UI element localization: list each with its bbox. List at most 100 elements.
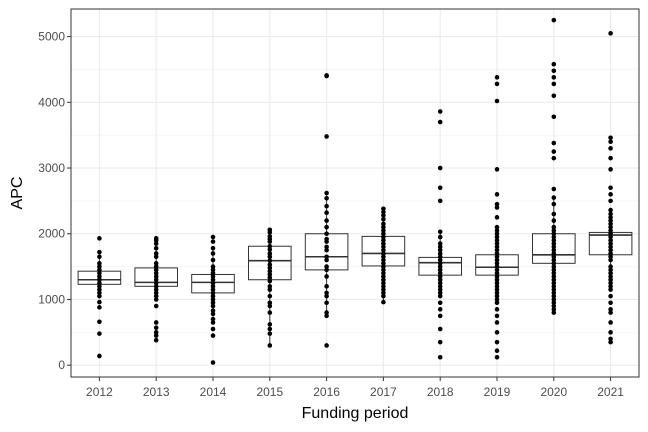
data-point [97,331,102,336]
data-point [494,300,500,306]
data-point [97,284,102,289]
data-point [551,238,557,243]
data-point [608,167,613,172]
data-point [551,293,557,299]
data-point [437,234,443,240]
data-point [608,244,613,250]
data-point [210,274,216,279]
data-point [551,270,557,276]
data-point [437,257,443,263]
data-point [494,167,500,172]
data-point [551,195,557,200]
data-point [210,257,216,263]
data-point [267,262,273,267]
data-point [381,241,386,246]
data-point [97,290,102,296]
data-point [551,251,557,256]
data-point [551,155,557,161]
data-point [210,320,216,325]
data-point [153,264,159,269]
data-point [267,284,273,289]
data-point [210,297,216,302]
data-point [551,231,557,237]
data-point [97,236,102,241]
data-point [210,234,216,240]
data-point [437,280,443,286]
data-point [153,337,159,343]
data-point [210,270,216,276]
data-point [437,267,443,273]
data-point [210,333,216,338]
data-point [437,254,443,260]
data-point [324,254,329,260]
data-point [551,247,557,253]
data-point [153,241,159,246]
y-tick-label: 1000 [38,292,65,306]
data-point [551,297,557,302]
data-point [324,267,329,273]
data-point [381,231,386,237]
data-point [494,320,500,325]
data-point [210,308,216,313]
data-point [437,270,443,276]
data-point [210,280,216,286]
x-tick-label: 2013 [143,385,170,399]
data-point [551,277,557,283]
data-point [153,267,159,273]
data-point [608,274,613,279]
data-point [437,290,443,296]
data-point [494,284,500,289]
data-point [551,264,557,269]
data-point [437,251,443,256]
x-tick-label: 2014 [200,385,227,399]
data-point [210,293,216,299]
data-point [608,185,613,191]
x-tick-label: 2019 [484,385,511,399]
data-point [210,290,216,296]
data-point [437,284,443,289]
data-point [97,254,102,260]
data-point [608,320,613,325]
data-point [153,238,159,243]
data-point [608,264,613,269]
data-point [153,251,159,256]
data-point [381,221,386,227]
x-axis: 2012 2013 2014 2015 2016 2017 2018 2019 2020 2021 [86,377,624,399]
data-point [267,268,273,274]
data-point [437,274,443,279]
data-point [437,287,443,292]
data-point [210,277,216,283]
data-point [494,307,500,312]
data-point [381,234,386,240]
data-point [153,261,159,266]
data-point [494,75,500,80]
data-point [153,245,159,251]
data-point [608,267,613,273]
data-point [210,311,216,317]
data-point [97,293,102,299]
data-point [324,284,329,289]
data-point [608,139,613,145]
data-point [210,303,216,309]
data-point [324,290,329,296]
point-series [97,17,613,365]
data-point [153,325,159,331]
data-point [608,234,613,240]
x-axis-title: Funding period [302,405,409,422]
data-point [153,293,159,299]
data-point [551,290,557,296]
data-point [97,274,102,279]
data-point [494,339,500,345]
data-point [381,238,386,243]
y-axis-title: APC [9,177,26,210]
data-point [153,290,159,296]
data-point [551,280,557,286]
data-point [608,307,613,312]
data-point [608,277,613,283]
data-point [381,261,386,266]
data-point [381,251,386,256]
data-point [494,241,500,246]
data-point [551,68,557,74]
data-point [551,201,557,207]
data-point [494,267,500,273]
